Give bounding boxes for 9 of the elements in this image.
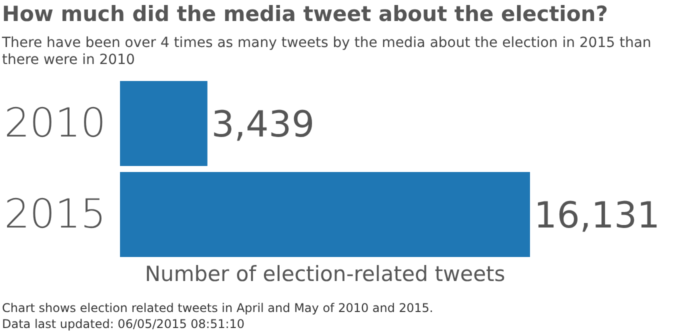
data-label: 16,131 <box>534 195 660 236</box>
data-label: 3,439 <box>211 104 314 146</box>
y-tick-label: 2015 <box>4 192 106 238</box>
text: Chart shows election related tweets in April and May of 2010 and 2015. <box>2 301 434 315</box>
x-axis-title: Number of election-related tweets <box>144 262 506 286</box>
chart-subtitle: There have been over 4 times as many tweets by the media about the election in 2015 than there were in 2010 <box>2 35 652 69</box>
chart-title: How much did the media tweet about the election? <box>2 2 608 26</box>
y-tick-label: 2010 <box>4 100 106 146</box>
text: Data last updated: 06/05/2015 08:51:10 <box>2 317 245 331</box>
